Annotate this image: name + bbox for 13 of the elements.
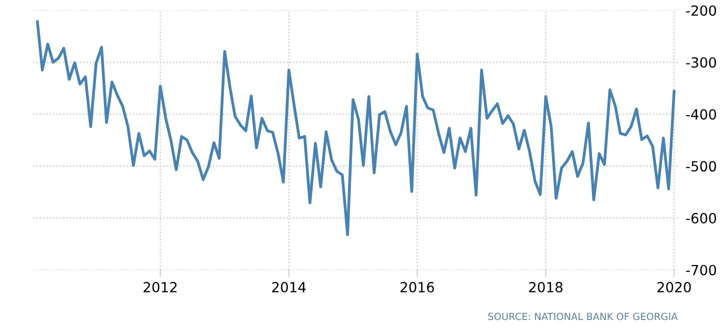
line-series <box>36 20 676 236</box>
x-tick-label: 2014 <box>272 282 306 292</box>
y-tick-label: -700 <box>686 264 716 276</box>
source-note: SOURCE: NATIONAL BANK OF GEORGIA <box>488 312 678 320</box>
x-tick-label: 2020 <box>657 282 691 292</box>
y-tick-label: -400 <box>686 109 716 120</box>
y-tick-label: -600 <box>686 212 716 224</box>
y-tick-label: -300 <box>686 57 716 68</box>
y-tick-label: -200 <box>686 5 716 16</box>
x-tick-label: 2018 <box>529 282 562 292</box>
x-tick-label: 2016 <box>400 282 434 292</box>
y-tick-label: -500 <box>686 161 716 172</box>
x-tick-label: 2012 <box>144 282 177 292</box>
